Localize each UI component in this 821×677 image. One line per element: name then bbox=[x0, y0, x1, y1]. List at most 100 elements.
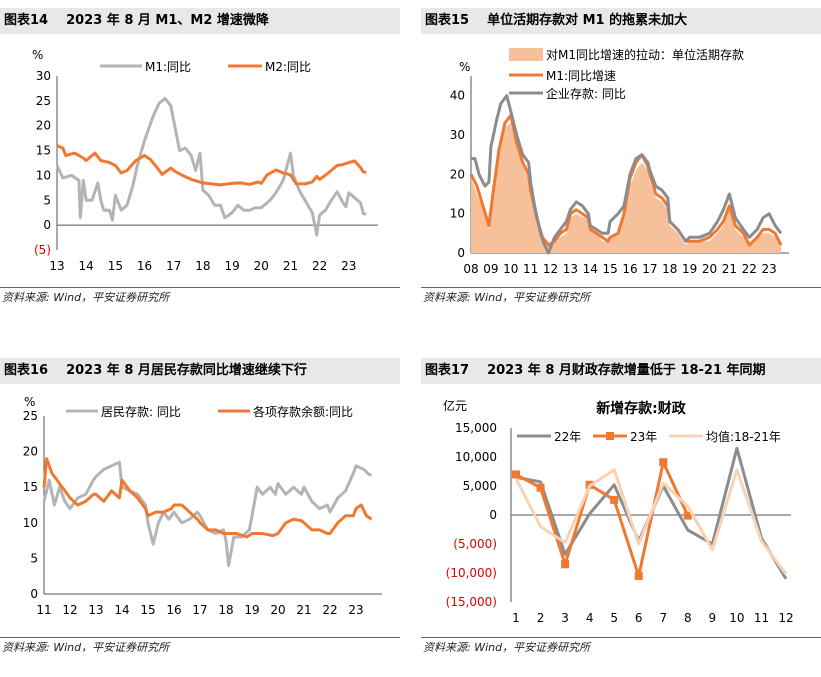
legend-label-22: 22年 bbox=[554, 430, 581, 444]
y-tick-label: 15 bbox=[36, 144, 51, 158]
source-note: 资料来源: Wind，平安证券研究所 bbox=[423, 291, 591, 304]
x-tick-label: 9 bbox=[709, 611, 717, 625]
y-tick-label: 0 bbox=[30, 587, 38, 601]
chart-household-deposit: 居民存款: 同比 各项存款余额:同比 % 25 20 15 10 5 0 11 12 13 14 1… bbox=[23, 395, 382, 617]
data-marker bbox=[536, 483, 545, 492]
chart-m1-demand-deposit: 对M1同比增速的拉动：单位活期存款 M1:同比增速 企业存款: 同比 % 40 3… bbox=[450, 47, 789, 276]
y-tick-label: (15,000) bbox=[446, 595, 497, 609]
data-marker bbox=[634, 571, 643, 580]
series-line bbox=[55, 96, 367, 237]
x-tick-label: 23 bbox=[761, 262, 776, 276]
x-tick-label: 09 bbox=[483, 262, 498, 276]
x-tick-label: 19 bbox=[244, 603, 259, 617]
series-line bbox=[42, 457, 373, 539]
x-tick-label: 22 bbox=[322, 603, 337, 617]
y-tick-label: 5 bbox=[43, 193, 51, 207]
x-tick-label: 13 bbox=[49, 259, 64, 273]
x-tick-label: 20 bbox=[254, 259, 269, 273]
x-tick-label: 21 bbox=[283, 259, 298, 273]
series-area bbox=[471, 123, 782, 253]
series-line bbox=[471, 94, 783, 255]
y-tick-label: 20 bbox=[450, 167, 465, 181]
legend-label-corp: 企业存款: 同比 bbox=[546, 86, 626, 101]
figure-title: 2023 年 8 月 M1、M2 增速微降 bbox=[66, 13, 269, 28]
x-tick-label: 13 bbox=[88, 603, 103, 617]
legend-label-m2: M2:同比 bbox=[265, 60, 311, 74]
y-tick-label: 10 bbox=[23, 516, 38, 530]
y-tick-label: 30 bbox=[36, 69, 51, 83]
x-tick-label: 7 bbox=[659, 611, 667, 625]
legend-label-total: 各项存款余额:同比 bbox=[253, 404, 353, 419]
x-tick-label: 14 bbox=[114, 603, 129, 617]
legend-label-m1: M1:同比增速 bbox=[546, 69, 616, 83]
footer-rule bbox=[0, 637, 400, 638]
source-note: 资料来源: Wind，平安证券研究所 bbox=[2, 291, 170, 304]
figure-title-bar: 图表17 2023 年 8 月财政存款增量低于 18-21 年同期 bbox=[421, 358, 821, 384]
y-tick-label: 25 bbox=[36, 94, 51, 108]
chart-legend: M1:同比 M2:同比 bbox=[100, 60, 311, 74]
legend-label-area: 对M1同比增速的拉动：单位活期存款 bbox=[546, 47, 744, 62]
y-tick-label: 10 bbox=[36, 168, 51, 182]
legend-swatch-area bbox=[509, 48, 543, 61]
x-tick-label: 22 bbox=[742, 262, 757, 276]
x-tick-label: 15 bbox=[140, 603, 155, 617]
x-tick-label: 18 bbox=[195, 259, 210, 273]
y-tick-label: (5,000) bbox=[453, 537, 497, 551]
x-tick-label: 21 bbox=[296, 603, 311, 617]
y-axis-unit: 亿元 bbox=[443, 398, 467, 413]
y-axis-unit: % bbox=[32, 48, 43, 62]
footer-rule bbox=[421, 637, 821, 638]
data-marker bbox=[683, 511, 692, 520]
legend-label-avg: 均值:18-21年 bbox=[706, 429, 781, 444]
chart-legend: 居民存款: 同比 各项存款余额:同比 bbox=[66, 404, 353, 419]
x-tick-label: 6 bbox=[635, 611, 643, 625]
data-marker bbox=[610, 495, 619, 504]
panel-figure14: 图表14 2023 年 8 月 M1、M2 增速微降 M1:同比 M2:同比 % … bbox=[0, 8, 400, 308]
y-tick-label: 0 bbox=[43, 218, 51, 232]
x-tick-label: 17 bbox=[192, 603, 207, 617]
y-tick-label: 5,000 bbox=[463, 479, 497, 493]
data-marker bbox=[512, 470, 520, 479]
y-tick-label: 10 bbox=[450, 207, 465, 221]
figure-number: 图表16 bbox=[4, 363, 49, 378]
x-tick-label: 8 bbox=[684, 611, 692, 625]
x-tick-label: 21 bbox=[722, 262, 737, 276]
x-tick-label: 10 bbox=[729, 611, 744, 625]
y-tick-label: 25 bbox=[23, 409, 38, 423]
x-tick-label: 12 bbox=[543, 262, 558, 276]
x-tick-label: 12 bbox=[62, 603, 77, 617]
figure-title: 单位活期存款对 M1 的拖累未加大 bbox=[487, 13, 688, 28]
panel-figure15: 图表15 单位活期存款对 M1 的拖累未加大 对M1同比增速的拉动：单位活期存款 … bbox=[421, 8, 821, 308]
x-tick-label: 10 bbox=[503, 262, 518, 276]
x-tick-label: 16 bbox=[622, 262, 637, 276]
series-line bbox=[515, 460, 690, 578]
x-tick-label: 23 bbox=[348, 603, 363, 617]
y-tick-label: 15 bbox=[23, 480, 38, 494]
legend-label-23: 23年 bbox=[630, 430, 657, 444]
x-tick-label: 17 bbox=[642, 262, 657, 276]
series-line bbox=[56, 144, 367, 187]
y-tick-label: 10,000 bbox=[455, 450, 497, 464]
x-tick-label: 22 bbox=[312, 259, 327, 273]
x-tick-label: 08 bbox=[463, 262, 478, 276]
series-line bbox=[469, 113, 783, 247]
figure-number: 图表15 bbox=[425, 13, 470, 28]
x-tick-label: 16 bbox=[137, 259, 152, 273]
y-tick-label: 15,000 bbox=[455, 421, 497, 435]
chart-m1-m2: M1:同比 M2:同比 % 30 25 20 15 10 5 0 (5) 13 14 15 16 17 1… bbox=[32, 48, 378, 273]
chart-legend: 22年 23年 均值:18-21年 bbox=[517, 429, 781, 444]
x-tick-label: 12 bbox=[778, 611, 793, 625]
legend-label-m1: M1:同比 bbox=[145, 60, 191, 74]
chart-legend: 对M1同比增速的拉动：单位活期存款 M1:同比增速 企业存款: 同比 bbox=[509, 47, 744, 101]
x-tick-label: 11 bbox=[36, 603, 51, 617]
data-marker bbox=[561, 560, 570, 569]
series-line bbox=[42, 460, 372, 567]
x-tick-label: 16 bbox=[166, 603, 181, 617]
y-tick-label: 20 bbox=[23, 445, 38, 459]
x-tick-label: 14 bbox=[79, 259, 94, 273]
x-tick-label: 2 bbox=[537, 611, 545, 625]
y-tick-label: 20 bbox=[36, 119, 51, 133]
figure-title-bar: 图表15 单位活期存款对 M1 的拖累未加大 bbox=[421, 8, 821, 34]
x-tick-label: 20 bbox=[270, 603, 285, 617]
figure-number: 图表14 bbox=[4, 13, 49, 28]
